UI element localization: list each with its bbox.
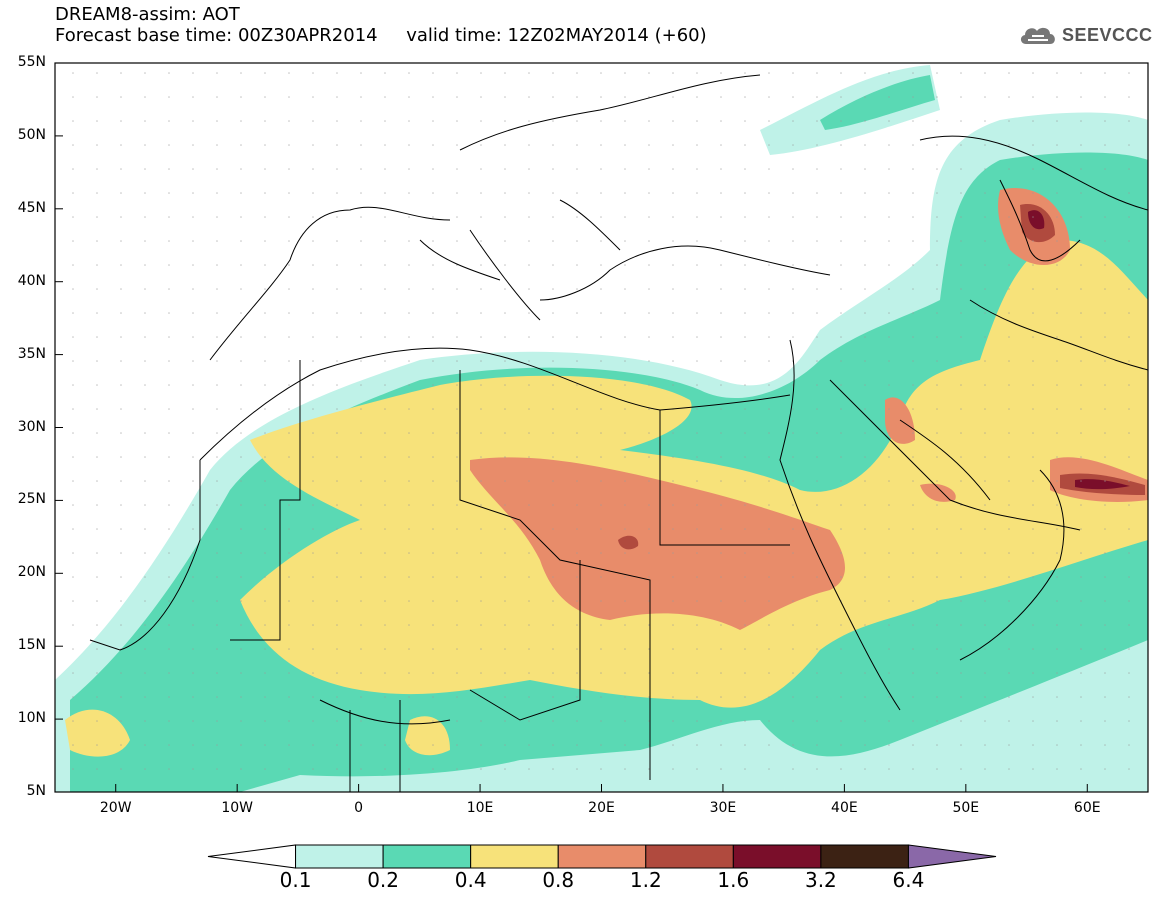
lon-label: 60E	[1073, 800, 1101, 816]
lat-label: 25N	[17, 491, 46, 508]
lat-label: 50N	[17, 126, 46, 143]
lat-label: 15N	[17, 637, 46, 654]
colorbar-level-label: 0.4	[454, 868, 487, 892]
coastlines	[89, 74, 1148, 792]
colorbar-level-label: 0.8	[542, 868, 575, 892]
logo-text: SEEVCCC	[1062, 24, 1153, 45]
lon-label: 50E	[952, 800, 980, 816]
lat-label: 30N	[17, 418, 46, 435]
lon-label: 10W	[221, 800, 253, 816]
lon-label: 40E	[831, 800, 858, 816]
colorbar-level-label: 3.2	[804, 868, 837, 892]
aot-field	[55, 63, 1148, 792]
colorbar-level-label: 0.2	[367, 868, 400, 892]
lon-label: 30E	[709, 800, 737, 816]
colorbar-level-label: 1.2	[629, 868, 662, 892]
chart-title: DREAM8-assim: AOT	[55, 4, 240, 25]
lat-label: 45N	[17, 199, 46, 216]
lat-label: 5N	[26, 783, 46, 799]
lat-label: 40N	[17, 272, 46, 289]
lon-label: 20E	[588, 800, 615, 816]
lat-label: 35N	[17, 345, 46, 362]
lat-label: 20N	[17, 564, 46, 581]
colorbar-level-label: 6.4	[892, 868, 925, 892]
colorbar-level-label: 1.6	[717, 868, 750, 892]
axis-ticks	[55, 62, 1088, 793]
logo: SEEVCCC	[1018, 22, 1153, 48]
lon-label: 10E	[466, 800, 494, 816]
lat-label: 55N	[17, 54, 46, 70]
lon-label: 0	[354, 800, 364, 816]
lon-label: 20W	[99, 800, 132, 816]
chart-subtitle: Forecast base time: 00Z30APR2014 valid t…	[55, 25, 707, 46]
colorbar-level-label: 0.1	[279, 868, 312, 892]
lat-label: 10N	[17, 710, 46, 727]
cloud-icon	[1020, 27, 1055, 44]
